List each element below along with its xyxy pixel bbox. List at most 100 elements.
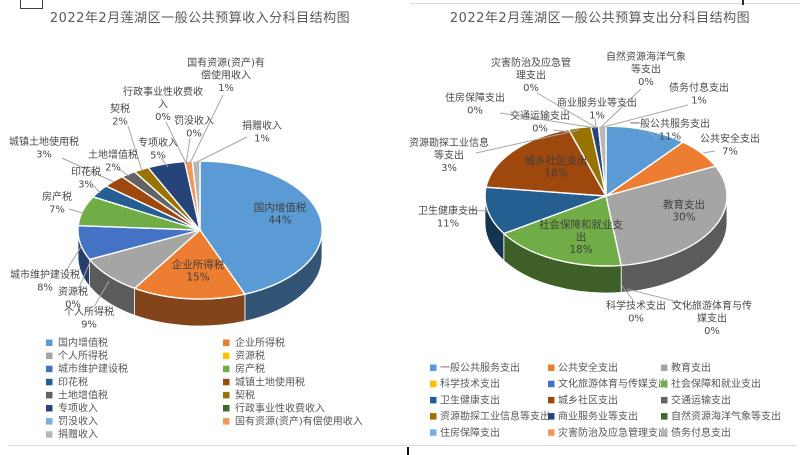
- slice-callout-label: 债务付息支出 1%: [669, 81, 729, 107]
- pie-slice: [605, 165, 728, 267]
- slice-callout-label: 资源勘探工业信息等支出 3%: [409, 136, 489, 174]
- legend-marker: [46, 365, 53, 373]
- legend-label: 房产税: [235, 362, 265, 375]
- legend-label: 住房保障支出: [440, 426, 500, 439]
- label-leader-line: [127, 125, 143, 172]
- legend-label: 行政事业性收费收入: [235, 402, 325, 415]
- slice-inner-label: 企业所得税 15%: [172, 258, 225, 284]
- label-leader-line: [118, 168, 130, 177]
- slice-callout-label: 文化旅游体育与传媒支出 0%: [672, 299, 752, 337]
- slice-callout-label: 一般公共服务支出 11%: [630, 117, 710, 143]
- legend-marker: [223, 365, 230, 373]
- slice-callout-label: 科学技术支出 0%: [606, 299, 666, 325]
- legend-marker: [46, 391, 53, 399]
- label-leader-line: [189, 94, 224, 164]
- label-leader-line: [78, 261, 91, 289]
- label-leader-line: [185, 137, 191, 165]
- pie-slice: [485, 128, 607, 197]
- legend-marker: [223, 391, 230, 399]
- legend-label: 个人所得税: [58, 349, 108, 362]
- pie-slice: [199, 160, 323, 295]
- slice-callout-label: 专项收入 5%: [138, 136, 178, 162]
- legend-label: 公共安全支出: [558, 361, 618, 374]
- slice-callout-label: 商业服务业等支出 1%: [557, 96, 637, 122]
- legend-label: 国内增值税: [58, 336, 108, 349]
- legend-label: 专项收入: [58, 402, 98, 415]
- legend-label: 商业服务业等支出: [558, 410, 638, 423]
- legend-marker: [46, 418, 53, 425]
- slice-callout-label: 土地增值税 2%: [88, 148, 138, 174]
- label-leader-line: [626, 288, 695, 307]
- income-pie-chart-panel: 2022年2月莲湖区一般公共预算收入分科目结构图 国有资源(资产)有偿使用收入 1…: [9, 11, 363, 441]
- pie-slice: [503, 195, 622, 267]
- legend-marker: [548, 396, 555, 404]
- label-leader-line: [475, 129, 580, 154]
- legend-label: 土地增值税: [58, 388, 108, 401]
- label-leader-line: [702, 150, 716, 154]
- label-leader-line: [594, 118, 597, 129]
- legend-marker: [548, 429, 555, 436]
- label-leader-line: [463, 209, 489, 212]
- bottom-gridline: [8, 445, 796, 446]
- label-leader-lines: [61, 94, 248, 308]
- slice-callout-label: 国有资源(资产)有偿使用收入 1%: [187, 56, 265, 94]
- expense-chart-title: 2022年2月莲湖区一般公共预算支出分科目结构图: [449, 11, 751, 26]
- legend-marker: [46, 339, 53, 346]
- legend-marker: [548, 364, 555, 371]
- slice-callout-label: 城市维护建设税 8%: [10, 268, 80, 294]
- expense-pie-chart-panel: 2022年2月莲湖区一般公共预算支出分科目结构图 灾害防治及应急管理支出 0% 自然…: [400, 0, 800, 455]
- slice-inner-label: 社会保障和就业支出 18%: [539, 218, 623, 256]
- legend-marker: [46, 431, 53, 438]
- slice-inner-label: 教育支出 30%: [663, 198, 705, 224]
- slice-callout-label: 捐赠收入 1%: [242, 119, 282, 145]
- legend-marker: [46, 352, 53, 360]
- slice-callout-label: 自然资源海洋气象等支出 0%: [606, 50, 686, 88]
- slice-callout-label: 印花税 3%: [71, 165, 101, 191]
- label-leader-line: [602, 104, 689, 128]
- legend-label: 灾害防治及应急管理支出: [558, 426, 668, 439]
- legend-label: 一般公共服务支出: [440, 361, 520, 374]
- legend-marker: [548, 413, 555, 420]
- label-leader-line: [165, 121, 187, 164]
- label-leader-line: [552, 129, 571, 133]
- bottom-tick-mark: [407, 447, 409, 455]
- expense-pie-chart: 灾害防治及应急管理支出 0% 自然资源海洋气象等支出 0%债务付息支出 1% 住房保障支出…: [409, 50, 781, 439]
- label-leader-line: [61, 157, 115, 183]
- legend-label: 文化旅游体育与传媒支出: [558, 377, 668, 390]
- slice-callout-label: 个人所得税 9%: [64, 305, 114, 331]
- label-leader-line: [68, 208, 84, 214]
- corner-box-fragment: [20, 0, 43, 9]
- pie-slice: [133, 229, 246, 300]
- legend-marker: [430, 413, 437, 420]
- legend-marker: [661, 380, 668, 388]
- legend-label: 城镇土地使用税: [235, 375, 305, 388]
- legend-label: 社会保障和就业支出: [671, 377, 761, 390]
- legend-marker: [661, 429, 668, 436]
- slice-callout-label: 行政事业性收费收入 0%: [123, 85, 203, 123]
- legend-marker: [430, 429, 437, 436]
- legend-marker: [661, 413, 668, 420]
- label-leader-line: [621, 285, 634, 301]
- slice-callout-label: 城镇土地使用税 3%: [9, 135, 79, 161]
- legend-marker: [430, 364, 437, 371]
- label-leader-line: [536, 92, 598, 129]
- legend-marker: [46, 405, 53, 412]
- label-leader-line: [600, 88, 642, 128]
- legend-label: 债务付息支出: [671, 426, 731, 439]
- top-gridline: [410, 3, 800, 4]
- legend-label: 科学技术支出: [440, 377, 500, 390]
- label-leader-lines: [463, 88, 716, 307]
- legend-label: 国有资源(资产)有偿使用收入: [235, 415, 363, 428]
- legend-marker: [223, 339, 230, 346]
- slice-callout-label: 资源税 0%: [58, 285, 88, 311]
- legend-marker: [661, 364, 668, 371]
- income-pie-chart: 国有资源(资产)有偿使用收入 1%行政事业性收费收入 0%契税 2% 罚没收入 0%专项收…: [9, 56, 363, 441]
- pie-side-walls: [77, 229, 323, 327]
- legend-marker: [46, 378, 53, 386]
- legend-label: 捐赠收入: [58, 428, 98, 441]
- legend-label: 企业所得税: [235, 336, 285, 349]
- label-leader-line: [499, 112, 597, 129]
- slice-callout-label: 灾害防治及应急管理支出 0%: [491, 56, 571, 94]
